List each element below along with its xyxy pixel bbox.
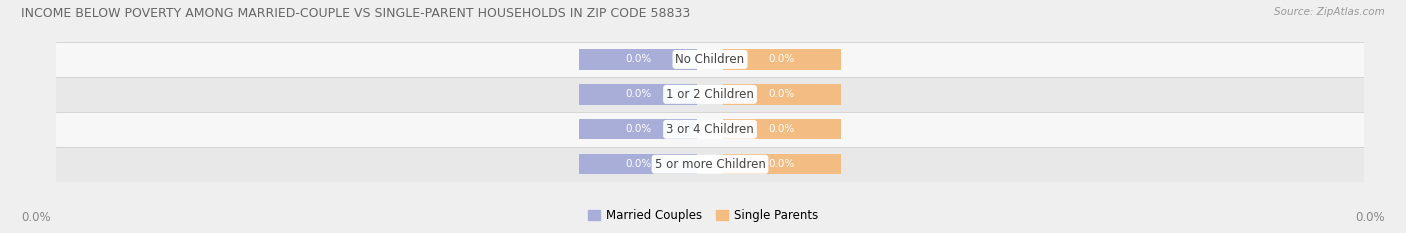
Bar bbox=[56, 42, 1364, 77]
Text: No Children: No Children bbox=[675, 53, 745, 66]
Text: Source: ZipAtlas.com: Source: ZipAtlas.com bbox=[1274, 7, 1385, 17]
Text: 0.0%: 0.0% bbox=[769, 159, 794, 169]
Bar bbox=[56, 112, 1364, 147]
Bar bbox=[579, 119, 697, 139]
Text: 0.0%: 0.0% bbox=[769, 124, 794, 134]
Text: 3 or 4 Children: 3 or 4 Children bbox=[666, 123, 754, 136]
Text: 0.0%: 0.0% bbox=[626, 55, 651, 64]
Text: 0.0%: 0.0% bbox=[626, 89, 651, 99]
Bar bbox=[723, 119, 841, 139]
Bar bbox=[723, 84, 841, 105]
Text: 0.0%: 0.0% bbox=[769, 55, 794, 64]
Text: 5 or more Children: 5 or more Children bbox=[655, 158, 765, 171]
Text: 0.0%: 0.0% bbox=[1355, 211, 1385, 224]
Text: INCOME BELOW POVERTY AMONG MARRIED-COUPLE VS SINGLE-PARENT HOUSEHOLDS IN ZIP COD: INCOME BELOW POVERTY AMONG MARRIED-COUPL… bbox=[21, 7, 690, 20]
Legend: Married Couples, Single Parents: Married Couples, Single Parents bbox=[583, 205, 823, 227]
Bar bbox=[723, 154, 841, 174]
Bar bbox=[579, 154, 697, 174]
Text: 0.0%: 0.0% bbox=[626, 124, 651, 134]
Bar bbox=[579, 49, 697, 69]
Bar bbox=[579, 84, 697, 105]
Bar bbox=[56, 77, 1364, 112]
Bar bbox=[723, 49, 841, 69]
Text: 0.0%: 0.0% bbox=[626, 159, 651, 169]
Text: 0.0%: 0.0% bbox=[769, 89, 794, 99]
Bar bbox=[56, 147, 1364, 182]
Text: 1 or 2 Children: 1 or 2 Children bbox=[666, 88, 754, 101]
Text: 0.0%: 0.0% bbox=[21, 211, 51, 224]
